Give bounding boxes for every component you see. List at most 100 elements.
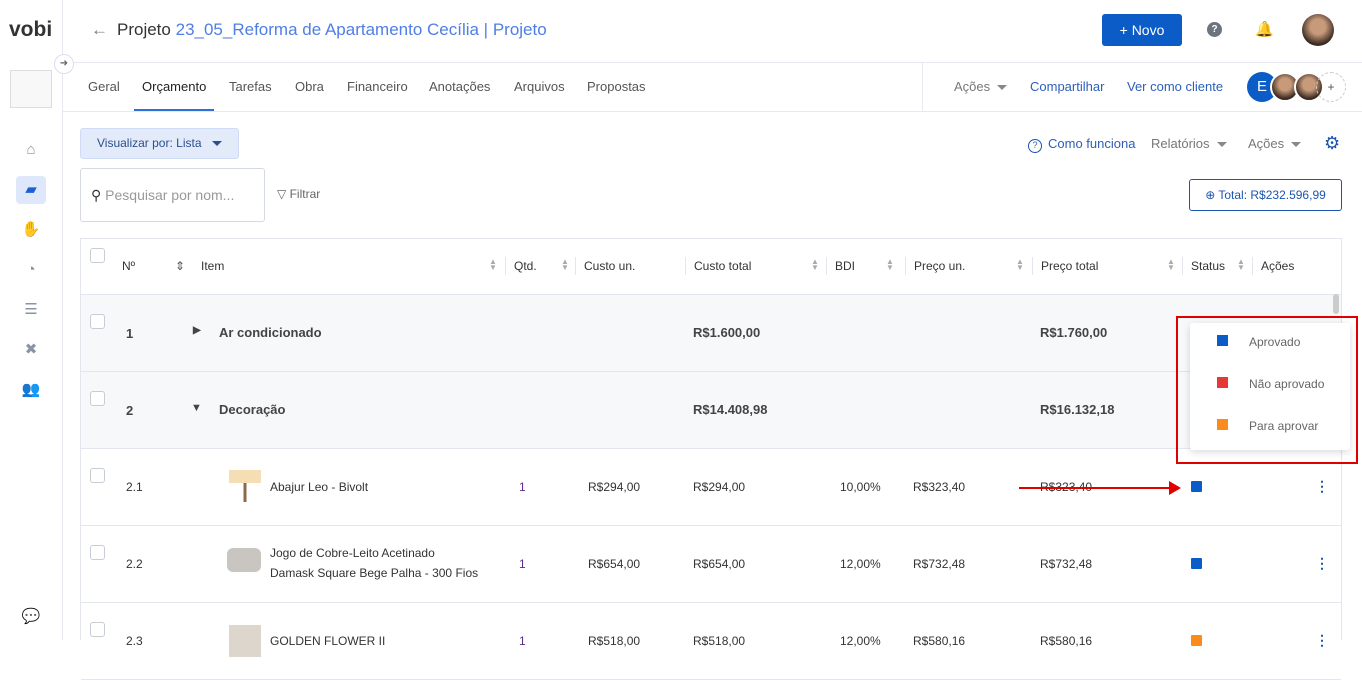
tab-obra[interactable]: Obra <box>295 79 324 94</box>
row-checkbox[interactable] <box>90 545 105 560</box>
budget-table: Nº ⇕ Item ▲ ▼ Qtd. ▲ ▼ Custo un. Custo tot… <box>80 238 1342 680</box>
expand-caret-icon[interactable]: ▶ <box>193 325 201 336</box>
tab-actions-dropdown[interactable]: Ações <box>954 79 1008 94</box>
col-n[interactable]: Nº <box>122 259 136 273</box>
col-custo-un[interactable]: Custo un. <box>584 259 636 273</box>
more-actions-icon[interactable]: ⋮ <box>1315 632 1329 648</box>
row-checkbox[interactable] <box>90 391 105 406</box>
back-arrow-icon[interactable]: ← <box>91 20 108 39</box>
status-option-nao-aprovado[interactable]: Não aprovado <box>1190 365 1350 407</box>
sort-icon[interactable]: ▲ ▼ <box>1167 257 1175 272</box>
sort-icon[interactable]: ▲ ▼ <box>811 257 819 272</box>
col-qtd[interactable]: Qtd. <box>514 259 537 273</box>
tab-arquivos[interactable]: Arquivos <box>514 79 565 94</box>
custo-total: R$518,00 <box>693 634 746 648</box>
settings-gear-icon[interactable]: ⚙ <box>1324 133 1341 153</box>
col-preco-un[interactable]: Preço un. <box>914 259 966 273</box>
status-option-para-aprovar[interactable]: Para aprovar <box>1190 407 1350 449</box>
custo-total: R$294,00 <box>693 480 746 494</box>
table-row[interactable]: 2.3 GOLDEN FLOWER II 1 R$518,00 R$518,00… <box>81 603 1341 680</box>
folder-icon[interactable]: ▰ <box>16 176 46 204</box>
table-scrollbar[interactable] <box>1333 294 1339 314</box>
status-approved[interactable] <box>1191 481 1202 492</box>
col-custo-total[interactable]: Custo total <box>694 259 752 273</box>
project-name-link[interactable]: 23_05_Reforma de Apartamento Cecília | P… <box>175 20 547 39</box>
expand-sidebar-button[interactable]: ➜ <box>54 54 74 74</box>
coins-icon[interactable]: ☰ <box>24 301 38 318</box>
status-option-label: Para aprovar <box>1249 419 1319 433</box>
item-name[interactable]: GOLDEN FLOWER II <box>270 634 386 648</box>
custo-total: R$1.600,00 <box>693 325 761 340</box>
chat-icon[interactable]: 💬 <box>21 608 41 625</box>
search-input[interactable]: ⚲ Pesquisar por nom... <box>80 168 265 222</box>
home-icon[interactable]: ⌂ <box>26 141 36 158</box>
filter-button[interactable]: ▽ Filtrar <box>277 187 321 201</box>
select-all-checkbox[interactable] <box>90 248 105 263</box>
custo-total: R$654,00 <box>693 557 746 571</box>
status-option-label: Não aprovado <box>1249 377 1325 391</box>
tab-orcamento[interactable]: Orçamento <box>133 79 215 111</box>
collapse-caret-icon[interactable]: ▼ <box>191 402 202 414</box>
table-row[interactable]: 1 ▶ Ar condicionado R$1.600,00 R$1.760,0… <box>81 295 1341 372</box>
more-actions-icon[interactable]: ⋮ <box>1315 478 1329 494</box>
new-button[interactable]: + Novo <box>1102 14 1182 46</box>
item-name[interactable]: Jogo de Cobre-Leito Acetinado Damask Squa… <box>270 543 478 583</box>
page-title: Projeto 23_05_Reforma de Apartamento Cec… <box>117 20 547 39</box>
users-icon[interactable]: 👥 <box>21 381 41 398</box>
tab-anotacoes[interactable]: Anotações <box>429 79 491 94</box>
item-name: Decoração <box>219 402 286 417</box>
sort-icon[interactable]: ▲ ▼ <box>489 257 497 272</box>
add-member-button[interactable]: + <box>1316 72 1346 102</box>
tab-propostas[interactable]: Propostas <box>587 79 646 94</box>
tab-bar: Geral Orçamento Tarefas Obra Financeiro … <box>63 63 1362 112</box>
user-avatar[interactable] <box>1302 14 1334 46</box>
tab-geral[interactable]: Geral <box>88 79 120 94</box>
project-thumbnail[interactable] <box>10 70 52 108</box>
row-checkbox[interactable] <box>90 314 105 329</box>
sort-icon[interactable]: ▲ ▼ <box>1016 257 1024 272</box>
item-name-line: Jogo de Cobre-Leito Acetinado <box>270 546 435 560</box>
col-bdi[interactable]: BDI <box>835 259 856 273</box>
actions-dropdown[interactable]: Ações <box>1248 136 1302 151</box>
status-color-swatch <box>1217 335 1228 346</box>
status-approved[interactable] <box>1191 558 1202 569</box>
share-link[interactable]: Compartilhar <box>1030 79 1105 94</box>
col-item[interactable]: Item <box>201 259 225 273</box>
item-name[interactable]: Abajur Leo - Bivolt <box>270 480 369 494</box>
preco-un: R$732,48 <box>913 557 966 571</box>
status-color-swatch <box>1217 377 1228 388</box>
question-circle-icon: ? <box>1028 139 1042 153</box>
sort-icon[interactable]: ▲ ▼ <box>886 257 894 272</box>
col-preco-total[interactable]: Preço total <box>1041 259 1099 273</box>
qtd: 1 <box>519 480 526 494</box>
tools-icon[interactable]: ✖ <box>24 341 38 358</box>
help-icon[interactable]: ? <box>1207 22 1222 37</box>
more-actions-icon[interactable]: ⋮ <box>1315 555 1329 571</box>
col-status[interactable]: Status <box>1191 259 1226 273</box>
sort-icon[interactable]: ▲ ▼ <box>561 257 569 272</box>
bell-icon[interactable]: 🔔 <box>1255 21 1274 38</box>
reports-dropdown[interactable]: Relatórios <box>1151 136 1227 151</box>
table-row[interactable]: 2.2 Jogo de Cobre-Leito Acetinado Damask … <box>81 526 1341 603</box>
status-option-aprovado[interactable]: Aprovado <box>1190 323 1350 365</box>
how-it-works-link[interactable]: ? Como funciona <box>1028 136 1135 153</box>
expand-all-icon[interactable]: ⇕ <box>175 259 186 273</box>
view-as-client-link[interactable]: Ver como cliente <box>1127 79 1224 94</box>
tab-tarefas[interactable]: Tarefas <box>229 79 272 94</box>
search-icon: ⚲ <box>91 187 102 203</box>
total-button[interactable]: ⊕ Total: R$232.596,99 <box>1189 179 1342 211</box>
tab-financeiro[interactable]: Financeiro <box>347 79 408 94</box>
filter-icon: ▽ <box>277 187 287 201</box>
header: ← Projeto 23_05_Reforma de Apartamento C… <box>63 0 1362 63</box>
gauge-icon[interactable]: ◔ <box>26 261 36 278</box>
status-pending[interactable] <box>1191 635 1202 646</box>
custo-total: R$14.408,98 <box>693 402 768 417</box>
view-by-dropdown[interactable]: Visualizar por: Lista <box>80 128 239 159</box>
bdi: 12,00% <box>840 557 881 571</box>
row-checkbox[interactable] <box>90 468 105 483</box>
row-checkbox[interactable] <box>90 622 105 637</box>
handshake-icon[interactable]: ✋ <box>21 221 41 238</box>
sort-icon[interactable]: ▲ ▼ <box>1237 257 1245 272</box>
table-row[interactable]: 2 ▼ Decoração R$14.408,98 R$16.132,18 <box>81 372 1341 449</box>
bdi: 12,00% <box>840 634 881 648</box>
